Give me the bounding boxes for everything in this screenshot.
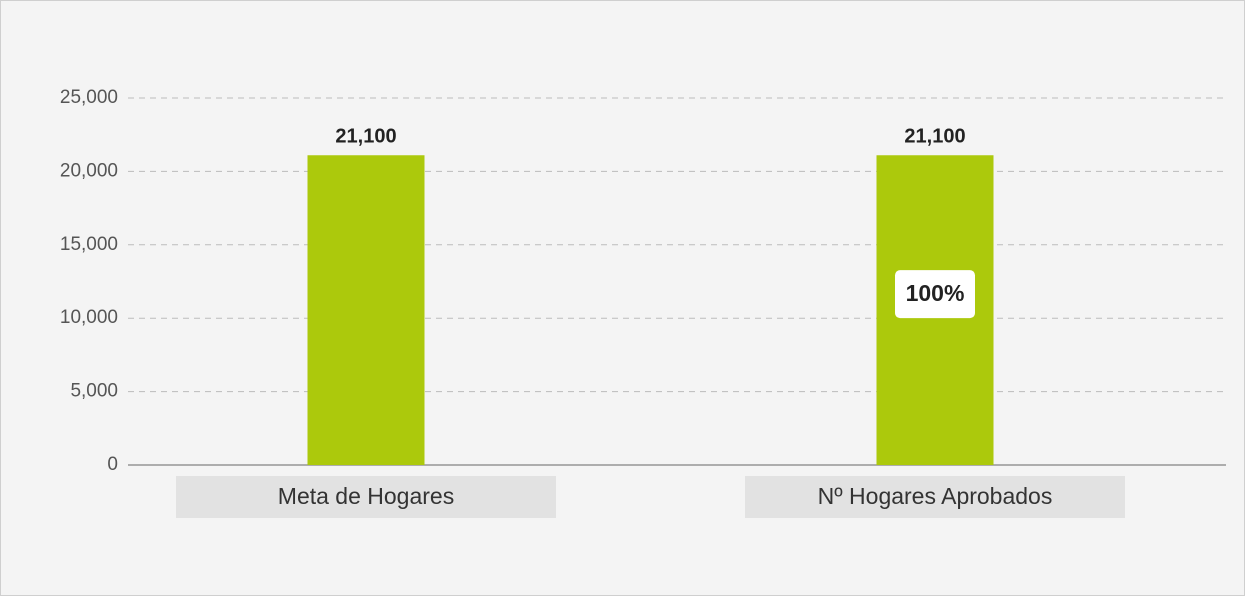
bar (307, 155, 425, 465)
annotation: 100% (906, 280, 965, 306)
x-tick-label: Meta de Hogares (278, 483, 454, 509)
value-label: 21,100 (904, 126, 965, 148)
category-label-box (745, 476, 1125, 518)
annotation-box (895, 270, 975, 319)
category-label-box (176, 476, 556, 518)
value-label: 21,100 (335, 126, 396, 148)
x-tick-label: Nº Hogares Aprobados (818, 483, 1053, 509)
y-tick-label: 25,000 (60, 87, 118, 108)
y-tick-label: 0 (107, 454, 118, 475)
y-tick-label: 10,000 (60, 307, 118, 328)
y-tick-label: 15,000 (60, 234, 118, 255)
y-tick-label: 20,000 (60, 160, 118, 181)
y-tick-label: 5,000 (70, 381, 118, 402)
